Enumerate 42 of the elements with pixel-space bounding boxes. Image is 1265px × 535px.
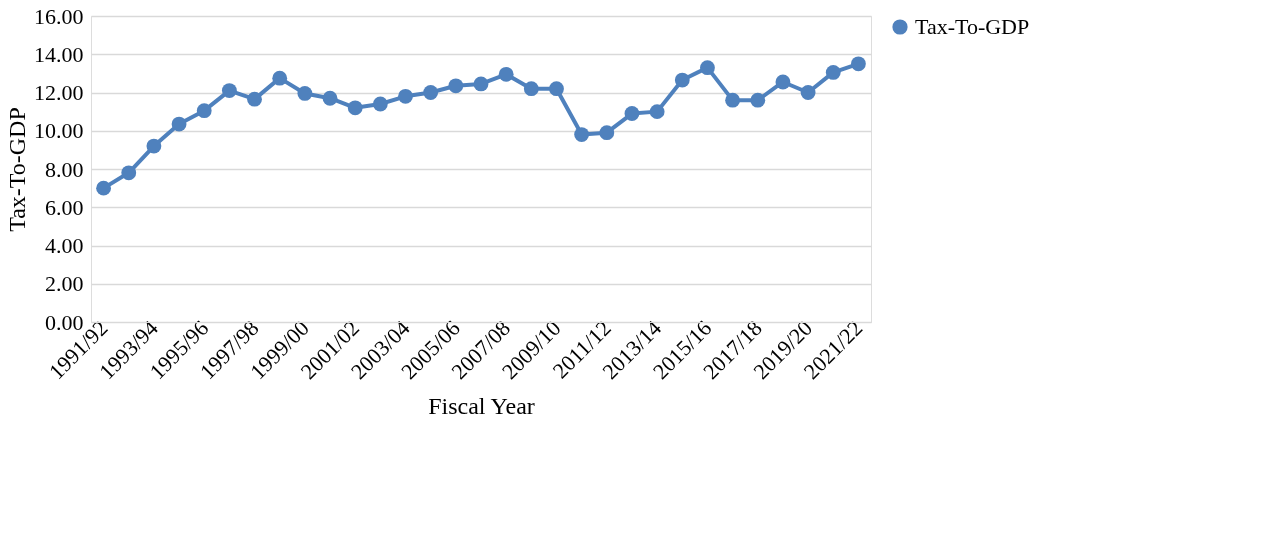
point — [297, 86, 313, 101]
point — [247, 91, 262, 107]
point — [171, 116, 187, 132]
x-axis-title: Fiscal Year — [428, 393, 535, 420]
y-axis-title: Tax-To-GDP — [4, 107, 30, 232]
point — [800, 85, 816, 100]
y-tick-label: 16.00 — [34, 3, 84, 29]
point — [398, 88, 413, 104]
point — [624, 106, 640, 121]
y-tick-label: 8.00 — [45, 156, 84, 182]
point — [423, 85, 439, 100]
y-tick-label: 10.00 — [34, 118, 84, 144]
point — [322, 90, 338, 106]
point — [146, 138, 162, 154]
point — [96, 180, 111, 196]
y-tick-label: 2.00 — [45, 271, 84, 297]
point — [221, 83, 237, 98]
point — [725, 92, 741, 108]
point — [775, 74, 791, 90]
legend-label: Tax-To-GDP — [915, 14, 1030, 39]
point — [121, 165, 137, 181]
point — [674, 72, 690, 88]
point — [448, 78, 464, 94]
point — [523, 81, 539, 97]
y-tick-label: 14.00 — [34, 41, 84, 67]
point — [549, 81, 564, 97]
point — [196, 103, 212, 119]
y-tick-label: 4.00 — [45, 233, 84, 258]
point — [825, 65, 841, 80]
point — [649, 104, 665, 120]
point — [473, 76, 489, 92]
point — [498, 66, 514, 82]
point — [347, 100, 363, 116]
point — [272, 70, 288, 86]
point — [851, 56, 866, 72]
y-tick-label: 6.00 — [45, 194, 84, 220]
point — [750, 92, 766, 108]
point — [372, 96, 388, 112]
point — [574, 127, 590, 142]
point — [700, 60, 715, 76]
y-tick-label: 12.00 — [34, 80, 84, 105]
point — [599, 125, 615, 141]
